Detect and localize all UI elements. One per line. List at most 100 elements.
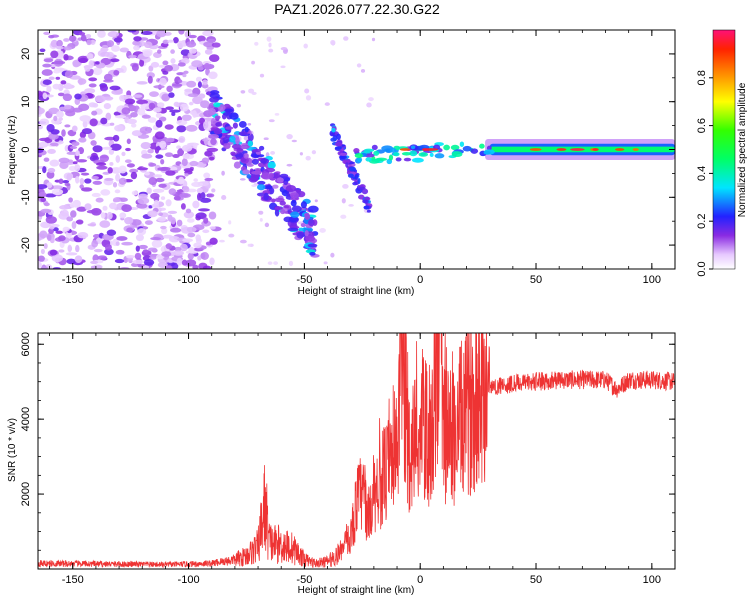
sparse-noise-blob (368, 97, 374, 102)
noise-blob (79, 115, 91, 122)
noise-blob (153, 85, 165, 89)
noise-blob (178, 79, 183, 83)
noise-blob (176, 219, 183, 227)
noise-blob (46, 124, 55, 132)
noise-blob (183, 211, 195, 219)
noise-blob (185, 41, 197, 48)
spectrogram-y-tick-label: 0 (20, 146, 32, 152)
branch-blob (265, 185, 273, 190)
noise-blob (91, 110, 98, 116)
noise-blob (91, 239, 99, 248)
sparse-noise-blob (299, 152, 303, 156)
noise-blob (125, 147, 131, 152)
noise-blob (182, 238, 194, 243)
noise-blob (204, 49, 213, 55)
noise-blob (47, 167, 56, 173)
noise-blob (158, 207, 167, 211)
noise-blob (162, 60, 169, 66)
noise-blob (92, 67, 103, 76)
spectrogram-heatmap (38, 30, 675, 269)
branch-blob (300, 201, 307, 209)
noise-blob (99, 220, 111, 228)
colorbar-tick-label: 0.2 (696, 214, 708, 229)
noise-blob (183, 168, 194, 172)
noise-blob (75, 150, 80, 157)
noise-blob (95, 162, 107, 166)
noise-blob (74, 175, 80, 184)
noise-blob (42, 92, 48, 100)
noise-blob (44, 193, 57, 198)
noise-blob (104, 248, 114, 256)
noise-blob (192, 200, 200, 209)
noise-blob (80, 172, 90, 176)
noise-blob (183, 70, 189, 75)
noise-blob (91, 176, 99, 180)
noise-blob (203, 217, 209, 224)
noise-blob (65, 110, 76, 117)
branch-blob (232, 122, 238, 129)
second-branch-blob (366, 209, 371, 213)
second-branch-blob (362, 199, 369, 204)
sparse-noise-blob (270, 150, 276, 155)
noise-blob (140, 103, 151, 110)
branch-blob (256, 184, 266, 191)
noise-blob (155, 177, 165, 183)
noise-blob (200, 197, 212, 203)
noise-blob (49, 159, 60, 167)
spectrogram-x-tick-label: -50 (296, 274, 312, 286)
second-branch-blob (363, 205, 370, 210)
noise-blob (164, 65, 174, 72)
noise-blob (153, 174, 163, 178)
noise-blob (169, 227, 182, 233)
sparse-noise-blob (330, 252, 335, 258)
noise-blob (46, 234, 52, 241)
sparse-noise-blob (280, 47, 288, 51)
noise-blob (97, 255, 107, 261)
noise-blob (62, 226, 70, 232)
noise-blob (179, 243, 188, 252)
branch-blob (230, 151, 236, 156)
noise-blob (153, 107, 162, 113)
branch-blob (257, 180, 266, 185)
noise-blob (87, 223, 97, 227)
main-tone-blob (479, 143, 485, 149)
noise-blob (202, 121, 209, 129)
branch-blob (290, 211, 300, 218)
noise-blob (63, 38, 70, 42)
noise-blob (130, 111, 138, 118)
branch-blob (279, 200, 286, 206)
noise-blob (195, 76, 203, 82)
noise-blob (200, 252, 209, 260)
noise-blob (78, 32, 86, 36)
main-tone-blob (401, 152, 412, 156)
noise-blob (135, 245, 140, 252)
second-branch-blob (364, 196, 371, 201)
spectrogram-y-label: Frequency (Hz) (7, 116, 18, 185)
noise-blob (178, 30, 185, 35)
branch-blob (261, 172, 272, 180)
noise-blob (114, 124, 124, 132)
sparse-noise-blob (330, 39, 336, 46)
noise-blob (168, 92, 175, 98)
sparse-noise-blob (348, 204, 354, 207)
noise-blob (176, 257, 183, 266)
noise-blob (197, 35, 206, 43)
noise-blob (43, 58, 54, 63)
noise-blob (148, 177, 158, 186)
main-tone-blob (486, 145, 492, 151)
noise-blob (88, 77, 98, 82)
noise-blob (109, 85, 121, 91)
main-tone-hotspot (529, 148, 542, 151)
branch-blob (251, 170, 262, 175)
noise-blob (63, 46, 73, 51)
noise-blob (203, 172, 211, 179)
noise-blob (43, 243, 48, 249)
noise-blob (114, 258, 125, 264)
branch-blob (225, 126, 234, 130)
main-tone-hotspot (632, 148, 639, 151)
branch-blob (296, 231, 305, 239)
noise-blob (195, 234, 201, 242)
noise-blob (173, 195, 181, 201)
noise-blob (130, 171, 138, 180)
